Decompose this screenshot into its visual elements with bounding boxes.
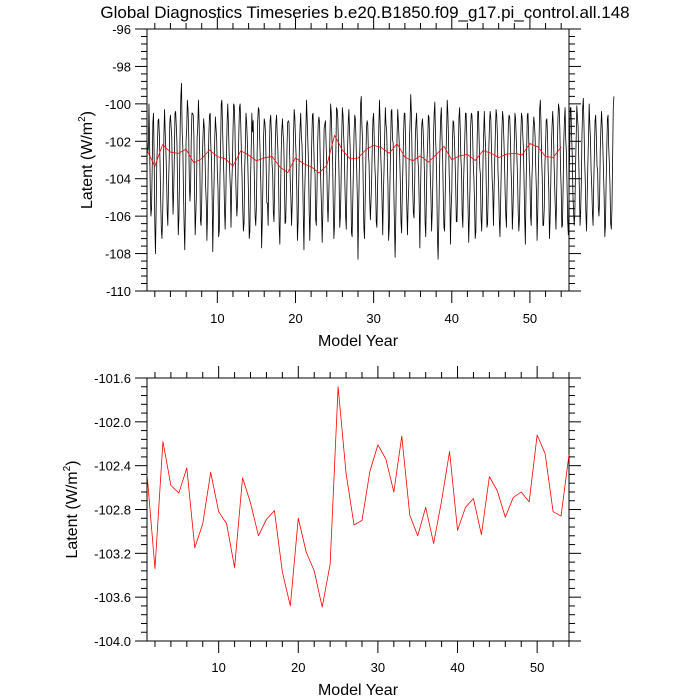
- y-axis-title-close: ): [64, 460, 81, 465]
- y-tick-label: -96: [112, 22, 131, 37]
- x-axis-title: Model Year: [318, 333, 399, 350]
- y-tick-label: -98: [112, 59, 131, 74]
- y-tick-label: -108: [105, 247, 131, 262]
- y-tick-label: -106: [105, 209, 131, 224]
- y-tick-label: -101.6: [94, 371, 131, 386]
- y-tick-label: -102.4: [94, 459, 131, 474]
- y-tick-label: -102.8: [94, 503, 131, 518]
- y-tick-label: -102.0: [94, 415, 131, 430]
- x-tick-label: 20: [291, 660, 305, 675]
- y-tick-label: -103.2: [94, 546, 131, 561]
- top-panel: 10 20 30 40 50 -96 -98 -100 -102 -104 -106 -108 -110…: [77, 17, 614, 350]
- y-axis-title: Latent (W/m2): [77, 111, 96, 209]
- y-tick-label: -104: [105, 172, 131, 187]
- x-tick-label: 10: [211, 660, 225, 675]
- x-tick-label: 50: [523, 311, 537, 326]
- y-axis-title-main: Latent (W/m: [79, 122, 96, 209]
- figure-title: Global Diagnostics Timeseries b.e20.B185…: [100, 3, 629, 22]
- y-tick-label: -100: [105, 97, 131, 112]
- bottom-panel: 10 20 30 40 50 -101.6 -102.0 -102.4 -102.8 -103.2…: [62, 366, 581, 699]
- x-tick-label: 10: [210, 311, 224, 326]
- y-axis-title: Latent (W/m2): [62, 460, 81, 558]
- x-axis-title: Model Year: [318, 682, 399, 699]
- y-tick-label: -102: [105, 134, 131, 149]
- x-tick-label: 40: [445, 311, 459, 326]
- x-tick-label: 40: [450, 660, 464, 675]
- series-line-0: [147, 387, 569, 607]
- x-tick-label: 20: [288, 311, 302, 326]
- y-tick-label: -103.6: [94, 590, 131, 605]
- x-tick-label: 50: [530, 660, 544, 675]
- x-tick-label: 30: [371, 660, 385, 675]
- y-axis-title-close: ): [79, 111, 96, 116]
- y-tick-label: -110: [106, 284, 131, 299]
- x-tick-label: 30: [366, 311, 380, 326]
- plot-frame: [147, 378, 569, 641]
- y-tick-label: -104.0: [94, 634, 131, 649]
- series-line-0: [147, 83, 614, 259]
- y-axis-title-main: Latent (W/m: [64, 471, 81, 558]
